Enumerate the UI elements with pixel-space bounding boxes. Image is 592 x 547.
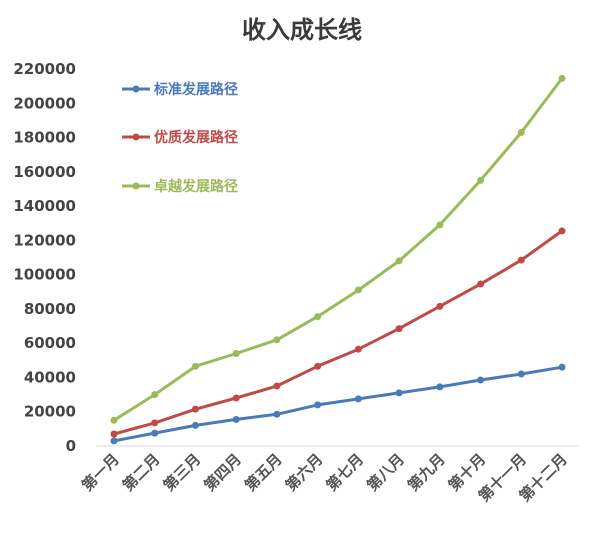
data-point	[558, 363, 566, 371]
y-tick-label: 140000	[13, 197, 76, 215]
legend-label: 卓越发展路径	[154, 178, 238, 195]
series-layer	[110, 74, 566, 445]
legend-marker	[132, 133, 140, 141]
data-point	[232, 394, 240, 402]
data-point	[354, 395, 362, 403]
data-point	[191, 362, 199, 370]
data-point	[191, 405, 199, 413]
y-tick-label: 40000	[24, 368, 76, 386]
data-point	[517, 256, 525, 264]
data-point	[477, 176, 485, 184]
data-point	[191, 421, 199, 429]
data-point	[354, 345, 362, 353]
y-tick-label: 200000	[13, 94, 76, 112]
legend-label: 标准发展路径	[153, 81, 238, 98]
data-point	[110, 430, 118, 438]
legend-item: 标准发展路径	[122, 81, 238, 98]
data-point	[151, 429, 159, 437]
data-point	[558, 74, 566, 82]
series-line	[112, 229, 564, 436]
x-tick-label: 第五月	[241, 450, 286, 495]
data-point	[314, 313, 322, 321]
chart-title: 收入成长线	[242, 16, 362, 44]
data-point	[395, 389, 403, 397]
y-tick-label: 20000	[24, 403, 76, 421]
data-point	[151, 391, 159, 399]
x-tick-label: 第八月	[363, 450, 408, 495]
data-point	[395, 257, 403, 265]
x-tick-label: 第六月	[282, 450, 327, 495]
y-tick-label: 0	[66, 437, 76, 455]
data-point	[110, 416, 118, 424]
series-line	[112, 365, 564, 443]
data-point	[517, 128, 525, 136]
y-tick-label: 100000	[13, 266, 76, 284]
x-tick-label: 第二月	[119, 450, 164, 495]
y-tick-label: 180000	[13, 129, 76, 147]
legend-marker	[132, 85, 140, 93]
data-point	[273, 382, 281, 390]
x-tick-label: 第七月	[323, 450, 368, 495]
data-point	[477, 280, 485, 288]
data-point	[232, 349, 240, 357]
series-3	[110, 74, 566, 424]
x-tick-label: 第一月	[78, 450, 123, 495]
data-point	[395, 325, 403, 333]
data-point	[273, 336, 281, 344]
data-point	[314, 362, 322, 370]
series-1	[110, 363, 566, 445]
data-point	[110, 437, 118, 445]
data-point	[314, 401, 322, 409]
y-tick-label: 80000	[24, 300, 76, 318]
x-tick-label: 第四月	[200, 450, 245, 495]
x-tick-label: 第九月	[404, 450, 449, 495]
data-point	[517, 370, 525, 378]
data-point	[232, 415, 240, 423]
series-line	[112, 76, 564, 422]
x-tick-label: 第三月	[160, 450, 205, 495]
data-point	[273, 410, 281, 418]
data-point	[354, 286, 362, 294]
series-2	[110, 227, 566, 438]
y-tick-label: 60000	[24, 334, 76, 352]
data-point	[436, 383, 444, 391]
data-point	[477, 376, 485, 384]
data-point	[558, 227, 566, 235]
data-point	[436, 302, 444, 310]
data-point	[151, 419, 159, 427]
legend-marker	[132, 182, 140, 190]
y-axis-labels: 0 20000 40000 60000 80000 100000 120000 140000 1…	[13, 60, 76, 455]
legend-item: 卓越发展路径	[122, 178, 238, 195]
legend-item: 优质发展路径	[122, 129, 238, 146]
y-tick-label: 220000	[13, 60, 76, 78]
y-tick-label: 160000	[13, 163, 76, 181]
y-tick-label: 120000	[13, 231, 76, 249]
legend-label: 优质发展路径	[154, 129, 238, 146]
data-point	[436, 221, 444, 229]
